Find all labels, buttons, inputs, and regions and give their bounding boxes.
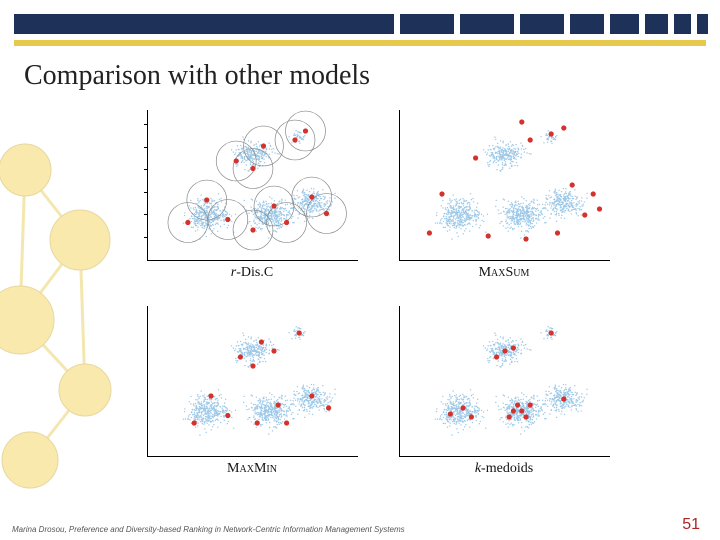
background-network-deco — [0, 130, 130, 510]
scatter-plot — [399, 306, 610, 457]
plot-label: MaxSum — [479, 265, 530, 281]
chart-grid: r-Dis.C MaxSum MaxMin k-medoids — [138, 110, 618, 490]
chart-panel-rdisc: r-Dis.C — [138, 110, 366, 294]
footer-citation: Marina Drosou, Preference and Diversity-… — [12, 525, 405, 534]
chart-panel-kmedoids: k-medoids — [390, 306, 618, 490]
scatter-plot — [399, 110, 610, 261]
chart-panel-maxmin: MaxMin — [138, 306, 366, 490]
accent-bar — [14, 40, 706, 46]
plot-label: k-medoids — [475, 461, 533, 477]
plot-label: MaxMin — [227, 461, 277, 477]
page-number: 51 — [682, 516, 700, 534]
chart-panel-maxsum: MaxSum — [390, 110, 618, 294]
scatter-plot — [147, 306, 358, 457]
scatter-plot — [147, 110, 358, 261]
page-title: Comparison with other models — [24, 60, 370, 92]
plot-label: r-Dis.C — [231, 265, 273, 281]
